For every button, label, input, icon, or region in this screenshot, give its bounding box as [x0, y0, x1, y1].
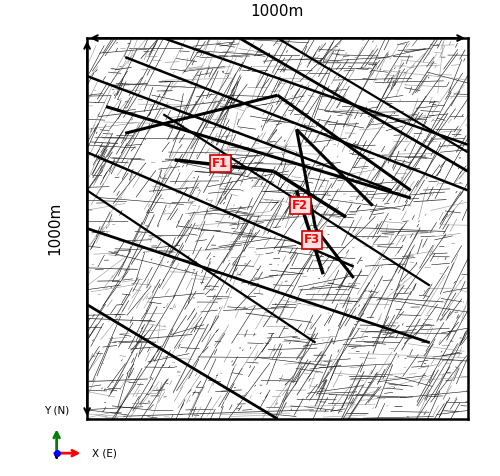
- Text: 1000m: 1000m: [47, 202, 62, 255]
- Text: Y (N): Y (N): [44, 405, 70, 415]
- Text: 1000m: 1000m: [251, 4, 304, 19]
- Text: F2: F2: [292, 199, 308, 212]
- Text: X (E): X (E): [92, 448, 116, 458]
- Text: F1: F1: [212, 157, 228, 170]
- Text: F3: F3: [304, 233, 320, 247]
